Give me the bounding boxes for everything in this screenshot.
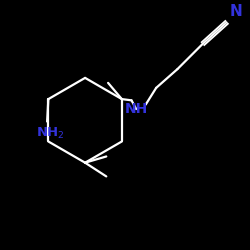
Text: N: N — [229, 4, 242, 19]
Text: NH: NH — [124, 102, 148, 116]
Text: NH$_2$: NH$_2$ — [36, 126, 64, 141]
